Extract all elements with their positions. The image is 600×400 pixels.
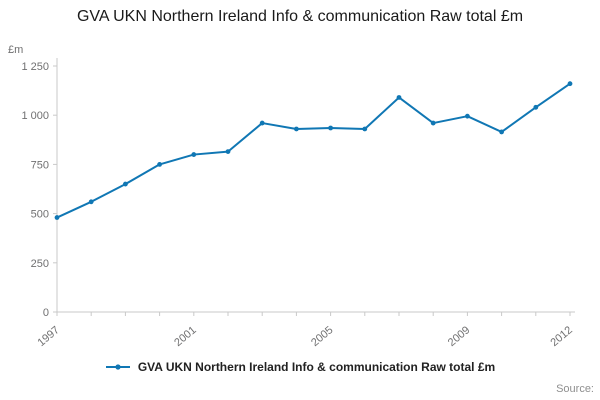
svg-text:1997: 1997 — [35, 324, 61, 349]
source-label: Source: — [556, 383, 594, 395]
svg-text:750: 750 — [31, 159, 49, 171]
y-axis-unit-label: £m — [8, 44, 24, 56]
svg-text:0: 0 — [43, 307, 49, 319]
svg-text:2012: 2012 — [548, 324, 574, 349]
svg-text:2005: 2005 — [309, 324, 335, 349]
svg-text:1 250: 1 250 — [21, 61, 49, 73]
svg-text:2001: 2001 — [172, 324, 198, 349]
svg-text:500: 500 — [31, 209, 49, 221]
svg-text:250: 250 — [31, 258, 49, 270]
legend-label: GVA UKN Northern Ireland Info & communic… — [137, 360, 496, 374]
svg-text:2009: 2009 — [446, 324, 472, 349]
line-chart: 0 250 500 750 1 000 1 250 1997 2001 2005 2009 2012 — [21, 58, 575, 349]
legend-marker-icon — [105, 364, 130, 370]
legend-dot — [115, 364, 121, 370]
legend: GVA UKN Northern Ireland Info & communic… — [0, 360, 600, 374]
svg-text:1 000: 1 000 — [21, 110, 49, 122]
chart-title: GVA UKN Northern Ireland Info & communic… — [76, 8, 524, 25]
